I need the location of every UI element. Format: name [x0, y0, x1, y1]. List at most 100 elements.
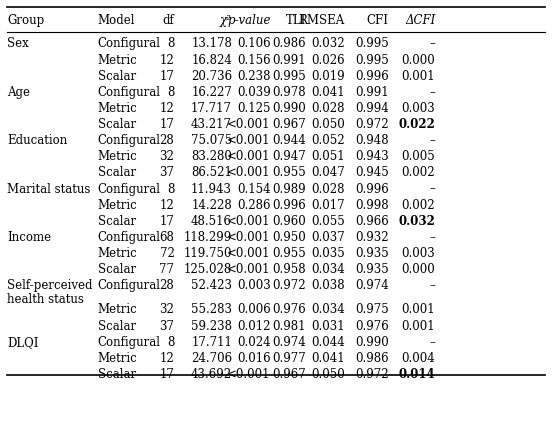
Text: –: –	[429, 230, 436, 243]
Text: 77: 77	[160, 262, 174, 276]
Text: Scalar: Scalar	[98, 367, 136, 380]
Text: –: –	[429, 279, 436, 291]
Text: Configural: Configural	[98, 182, 161, 195]
Text: 0.989: 0.989	[273, 182, 306, 195]
Text: 32: 32	[160, 303, 174, 316]
Text: 0.950: 0.950	[273, 230, 306, 243]
Text: 68: 68	[160, 230, 174, 243]
Text: Metric: Metric	[98, 102, 137, 115]
Text: Scalar: Scalar	[98, 319, 136, 332]
Text: 0.995: 0.995	[273, 69, 306, 83]
Text: 13.178: 13.178	[191, 37, 232, 50]
Text: Scalar: Scalar	[98, 214, 136, 227]
Text: 0.047: 0.047	[311, 166, 344, 179]
Text: 119.750: 119.750	[184, 246, 232, 259]
Text: 8: 8	[167, 86, 174, 98]
Text: 14.228: 14.228	[192, 198, 232, 211]
Text: 0.006: 0.006	[237, 303, 270, 316]
Text: –: –	[429, 134, 436, 147]
Text: 52.423: 52.423	[191, 279, 232, 291]
Text: 8: 8	[167, 335, 174, 348]
Text: 0.932: 0.932	[355, 230, 389, 243]
Text: 0.974: 0.974	[355, 279, 389, 291]
Text: –: –	[429, 37, 436, 50]
Text: 0.994: 0.994	[355, 102, 389, 115]
Text: 0.003: 0.003	[237, 279, 270, 291]
Text: –: –	[429, 86, 436, 98]
Text: 17.711: 17.711	[191, 335, 232, 348]
Text: 86.521: 86.521	[191, 166, 232, 179]
Text: Configural: Configural	[98, 279, 161, 291]
Text: 0.990: 0.990	[273, 102, 306, 115]
Text: 0.005: 0.005	[401, 150, 436, 163]
Text: 0.001: 0.001	[402, 319, 436, 332]
Text: 0.001: 0.001	[402, 303, 436, 316]
Text: 16.227: 16.227	[191, 86, 232, 98]
Text: 0.032: 0.032	[399, 214, 436, 227]
Text: Marital status: Marital status	[7, 182, 91, 195]
Text: Scalar: Scalar	[98, 69, 136, 83]
Text: 0.034: 0.034	[311, 303, 344, 316]
Text: 0.991: 0.991	[273, 53, 306, 66]
Text: 0.958: 0.958	[273, 262, 306, 276]
Text: Metric: Metric	[98, 150, 137, 163]
Text: 0.998: 0.998	[355, 198, 389, 211]
Text: ΔCFI: ΔCFI	[405, 14, 436, 27]
Text: 0.996: 0.996	[355, 69, 389, 83]
Text: 0.975: 0.975	[355, 303, 389, 316]
Text: 48.516: 48.516	[191, 214, 232, 227]
Text: 43.217: 43.217	[191, 118, 232, 131]
Text: Age: Age	[7, 86, 30, 98]
Text: 0.156: 0.156	[237, 53, 270, 66]
Text: 0.039: 0.039	[237, 86, 270, 98]
Text: 0.028: 0.028	[311, 182, 344, 195]
Text: 0.024: 0.024	[237, 335, 270, 348]
Text: 0.944: 0.944	[273, 134, 306, 147]
Text: 0.935: 0.935	[355, 262, 389, 276]
Text: <0.001: <0.001	[227, 262, 270, 276]
Text: Configural: Configural	[98, 230, 161, 243]
Text: Metric: Metric	[98, 351, 137, 364]
Text: –: –	[429, 182, 436, 195]
Text: Metric: Metric	[98, 198, 137, 211]
Text: Model: Model	[98, 14, 135, 27]
Text: 0.972: 0.972	[355, 118, 389, 131]
Text: 0.955: 0.955	[273, 246, 306, 259]
Text: 17: 17	[160, 367, 174, 380]
Text: 83.280: 83.280	[191, 150, 232, 163]
Text: 0.960: 0.960	[273, 214, 306, 227]
Text: 0.286: 0.286	[237, 198, 270, 211]
Text: 0.003: 0.003	[401, 102, 436, 115]
Text: 55.283: 55.283	[191, 303, 232, 316]
Text: 0.981: 0.981	[273, 319, 306, 332]
Text: 24.706: 24.706	[191, 351, 232, 364]
Text: 12: 12	[160, 53, 174, 66]
Text: 0.986: 0.986	[273, 37, 306, 50]
Text: Configural: Configural	[98, 86, 161, 98]
Text: Group: Group	[7, 14, 44, 27]
Text: Scalar: Scalar	[98, 262, 136, 276]
Text: Metric: Metric	[98, 53, 137, 66]
Text: 0.014: 0.014	[399, 367, 436, 380]
Text: Scalar: Scalar	[98, 166, 136, 179]
Text: CFI: CFI	[367, 14, 389, 27]
Text: 0.004: 0.004	[401, 351, 436, 364]
Text: Sex: Sex	[7, 37, 29, 50]
Text: <0.001: <0.001	[227, 150, 270, 163]
Text: 0.017: 0.017	[311, 198, 344, 211]
Text: 0.038: 0.038	[311, 279, 344, 291]
Text: 37: 37	[160, 166, 174, 179]
Text: 0.996: 0.996	[273, 198, 306, 211]
Text: <0.001: <0.001	[227, 246, 270, 259]
Text: Metric: Metric	[98, 303, 137, 316]
Text: 0.000: 0.000	[401, 262, 436, 276]
Text: df: df	[163, 14, 174, 27]
Text: Configural: Configural	[98, 335, 161, 348]
Text: 0.966: 0.966	[355, 214, 389, 227]
Text: 0.967: 0.967	[273, 367, 306, 380]
Text: 0.238: 0.238	[237, 69, 270, 83]
Text: 12: 12	[160, 102, 174, 115]
Text: 0.051: 0.051	[311, 150, 344, 163]
Text: 0.044: 0.044	[311, 335, 344, 348]
Text: 0.943: 0.943	[355, 150, 389, 163]
